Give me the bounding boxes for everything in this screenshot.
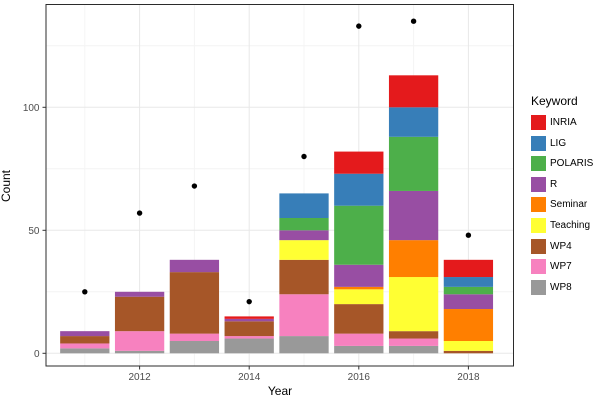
x-tick-label: 2014 [238, 372, 261, 383]
legend-label: R [550, 178, 558, 190]
legend-label: INRIA [550, 117, 577, 128]
data-point [246, 298, 252, 305]
legend-items: INRIA LIG POLARIS R Seminar Teaching WP4 WP7 WP8 [531, 115, 593, 295]
bar-segment [388, 345, 439, 354]
bar-segment [114, 331, 165, 351]
legend-swatch-icon [531, 259, 546, 275]
bar-segment [224, 336, 274, 339]
bar-segment [334, 151, 384, 174]
bar-segment [279, 193, 329, 218]
legend-item-wp4: WP4 [531, 238, 593, 254]
data-point [82, 289, 88, 295]
bar-segment [114, 291, 165, 297]
bar-segment [60, 343, 110, 349]
bar-segment [388, 190, 439, 241]
legend-item-teaching: Teaching [531, 217, 593, 233]
legend-swatch-icon [531, 197, 546, 213]
data-point [301, 153, 307, 160]
data-point [410, 18, 417, 24]
y-tick-label: 50 [28, 226, 40, 237]
bar-segment [334, 289, 384, 305]
bar-segment [279, 336, 329, 354]
bar-segment [114, 350, 165, 354]
legend-item-wp8: WP8 [531, 279, 593, 295]
legend-label: Seminar [550, 199, 588, 211]
bar-segment [279, 294, 329, 337]
legend-swatch-icon [531, 238, 546, 254]
bar-segment [388, 75, 439, 108]
bar-segment [388, 331, 439, 339]
bar-segment [279, 240, 329, 260]
legend-item-r: R [531, 176, 593, 192]
legend-label: Teaching [550, 219, 591, 231]
bar-segment [443, 341, 494, 351]
legend-label: LIG [550, 137, 567, 149]
legend-title: Keyword [531, 94, 578, 108]
data-point [136, 210, 143, 216]
legend: Keyword INRIA LIG POLARIS R Seminar Teaching W… [531, 94, 593, 300]
bar-segment [169, 259, 220, 273]
legend-item-inria: INRIA [531, 115, 593, 130]
bar-segment [279, 259, 329, 295]
bar-segment [388, 240, 439, 278]
legend-swatch-icon [531, 156, 546, 172]
panel-border [45, 4, 514, 367]
x-tick-label: 2016 [348, 372, 371, 383]
bar-segment [334, 205, 384, 265]
bar-segment [388, 136, 439, 191]
legend-swatch-icon [531, 115, 546, 130]
x-tick-label: 2012 [128, 372, 151, 383]
bar-segment [334, 345, 384, 354]
bar-segment [224, 318, 274, 322]
bar-segment [443, 259, 494, 278]
x-tick-label: 2018 [457, 372, 480, 383]
bar-segment [169, 333, 220, 341]
bar-segment [334, 264, 384, 287]
legend-item-polaris: POLARIS [531, 156, 594, 172]
data-point [191, 183, 198, 189]
bar-segment [443, 294, 494, 310]
legend-label: WP4 [550, 240, 572, 252]
bar-segment [334, 333, 384, 346]
legend-swatch-icon [531, 176, 546, 192]
bar-segment [279, 218, 329, 231]
bar-segment [60, 331, 110, 337]
bar-segment [334, 173, 384, 206]
bar-segment [388, 277, 439, 332]
bar-segment [224, 316, 274, 319]
legend-label: WP7 [550, 261, 572, 273]
y-tick-label: 100 [23, 103, 40, 114]
bar-segment [443, 309, 494, 341]
legend-label: POLARIS [550, 158, 594, 170]
bar-segment [169, 341, 220, 354]
bar-segment [224, 338, 274, 354]
bar-segment [388, 107, 439, 137]
bar-segment [60, 336, 110, 344]
bar-segment [169, 272, 220, 334]
legend-label: WP8 [550, 281, 572, 293]
bar-segment [443, 350, 494, 354]
bar-segment [388, 338, 439, 346]
bar-segment [443, 277, 494, 287]
legend-item-lig: LIG [531, 135, 593, 151]
y-axis-title: Count [0, 169, 13, 203]
bar-segment [224, 321, 274, 337]
data-point [356, 23, 362, 29]
legend-item-wp7: WP7 [531, 259, 593, 275]
legend-swatch-icon [531, 217, 546, 233]
legend-swatch-icon [531, 279, 546, 295]
bar-segment [60, 348, 110, 354]
bar-segment [279, 230, 329, 241]
legend-item-seminar: Seminar [531, 197, 593, 213]
bar-segment [114, 296, 165, 332]
bar-segment [334, 304, 384, 334]
bar-segment [443, 286, 494, 295]
legend-swatch-icon [531, 135, 546, 151]
x-axis-title: Year [267, 384, 293, 398]
y-tick-label: 0 [34, 349, 40, 360]
bar-segment [334, 286, 384, 290]
data-point [465, 232, 472, 238]
